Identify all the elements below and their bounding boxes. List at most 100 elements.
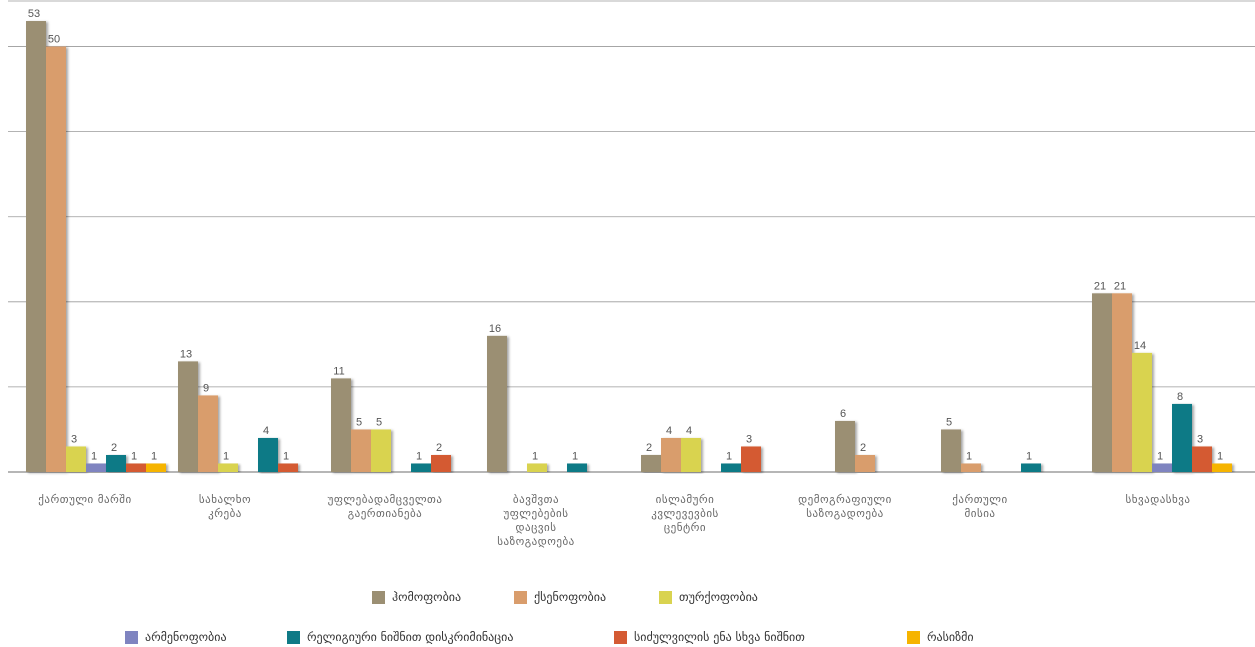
bar — [218, 463, 238, 472]
bar — [351, 429, 371, 472]
category-label: ქართული მარში — [0, 493, 170, 507]
legend-swatch — [907, 630, 920, 644]
data-label: 1 — [572, 450, 578, 462]
bar — [1021, 463, 1041, 472]
legend-swatch — [125, 630, 138, 644]
bar — [661, 437, 681, 472]
bar — [1172, 403, 1192, 472]
legend-label: თურქოფობია — [679, 590, 758, 604]
category-label-line: ქართული მარში — [38, 493, 132, 506]
bar — [961, 463, 981, 472]
category-label-line: საზოგადოება — [497, 535, 575, 548]
category-label-line: ცენტრი — [663, 521, 707, 534]
legend-item-turkophobia: თურქოფობია — [659, 590, 758, 604]
bars-group — [26, 21, 1232, 472]
category-label: ქართული მისია — [895, 493, 1065, 521]
legend-swatch — [372, 590, 385, 604]
category-label-line: ბავშვთა — [512, 493, 560, 506]
bar — [855, 454, 875, 472]
data-label: 4 — [263, 425, 269, 437]
category-label-line: უფლებების — [503, 507, 569, 520]
bar — [331, 378, 351, 472]
data-label: 4 — [686, 425, 692, 437]
data-label: 1 — [1026, 450, 1032, 462]
category-label: უფლებადამცველთა გაერთიანება — [300, 493, 470, 521]
legend: ჰომოფობია ქსენოფობია თურქოფობია არმენოფო… — [0, 585, 1255, 645]
bar — [741, 446, 761, 472]
category-label-line: მისია — [964, 507, 996, 520]
legend-label: რასიზმი — [927, 630, 974, 644]
category-label-line: კვლევევბის — [651, 507, 719, 520]
data-label: 1 — [966, 450, 972, 462]
bar — [1092, 293, 1112, 472]
category-label-line: სხვადასხვა — [1125, 493, 1191, 506]
bar — [487, 335, 507, 472]
data-label: 6 — [840, 408, 846, 420]
legend-item-racism: რასიზმი — [907, 630, 974, 644]
legend-item-homophobia: ჰომოფობია — [372, 590, 461, 604]
category-label: ბავშვთა უფლებების დაცვის საზოგადოება — [451, 493, 621, 549]
data-label: 1 — [223, 450, 229, 462]
data-label: 13 — [180, 348, 192, 360]
bar — [371, 429, 391, 472]
data-label: 2 — [860, 442, 866, 454]
data-label: 5 — [946, 416, 952, 428]
data-label: 1 — [91, 450, 97, 462]
legend-item-armenophobia: არმენოფობია — [125, 630, 227, 644]
bar — [1192, 446, 1212, 472]
data-label: 3 — [1197, 433, 1203, 445]
bar — [258, 437, 278, 472]
data-label: 16 — [489, 323, 501, 335]
bar — [178, 361, 198, 472]
legend-label: ქსენოფობია — [534, 590, 607, 604]
legend-item-xenophobia: ქსენოფობია — [514, 590, 606, 604]
data-label: 1 — [416, 450, 422, 462]
bar — [86, 463, 106, 472]
data-label: 11 — [333, 365, 344, 377]
data-label: 2 — [436, 442, 442, 454]
legend-swatch — [514, 590, 527, 604]
bar — [567, 463, 587, 472]
bar — [146, 463, 166, 472]
gridlines — [8, 0, 1255, 473]
legend-label: სიძულვილის ენა სხვა ნიშნით — [634, 630, 805, 644]
category-label-line: გაერთიანება — [347, 507, 423, 520]
category-label: ისლამური კვლევევბის ცენტრი — [600, 493, 770, 535]
bar — [1132, 352, 1152, 472]
data-label: 8 — [1177, 391, 1183, 403]
data-label: 9 — [203, 382, 209, 394]
bar — [681, 437, 701, 472]
bar — [721, 463, 741, 472]
data-label: 21 — [1114, 280, 1126, 292]
legend-label: ჰომოფობია — [392, 590, 462, 604]
category-label-line: სახალხო — [198, 493, 252, 506]
bar — [941, 429, 961, 472]
data-label: 1 — [1217, 450, 1223, 462]
data-label: 21 — [1094, 280, 1106, 292]
category-label-line: კრება — [208, 507, 242, 520]
bar — [1212, 463, 1232, 472]
category-label-line: საზოგადოება — [806, 507, 884, 520]
category-label: სახალხო კრება — [140, 493, 310, 521]
data-label: 4 — [666, 425, 672, 437]
bar — [66, 446, 86, 472]
bar — [431, 454, 451, 472]
category-label-line: დაცვის — [515, 521, 557, 534]
legend-label: რელიგიური ნიშნით დისკრიმინაცია — [307, 630, 514, 644]
data-label: 1 — [1157, 450, 1163, 462]
bar — [106, 454, 126, 472]
data-label: 1 — [532, 450, 538, 462]
legend-swatch — [287, 630, 300, 644]
data-label: 1 — [151, 450, 157, 462]
legend-swatch — [659, 590, 672, 604]
data-label: 2 — [111, 442, 117, 454]
data-label: 5 — [376, 416, 382, 428]
category-label: სხვადასხვა — [1073, 493, 1243, 507]
bar — [198, 395, 218, 472]
legend-swatch — [614, 630, 627, 644]
bar — [126, 463, 146, 472]
bar — [527, 463, 547, 472]
bar — [278, 463, 298, 472]
